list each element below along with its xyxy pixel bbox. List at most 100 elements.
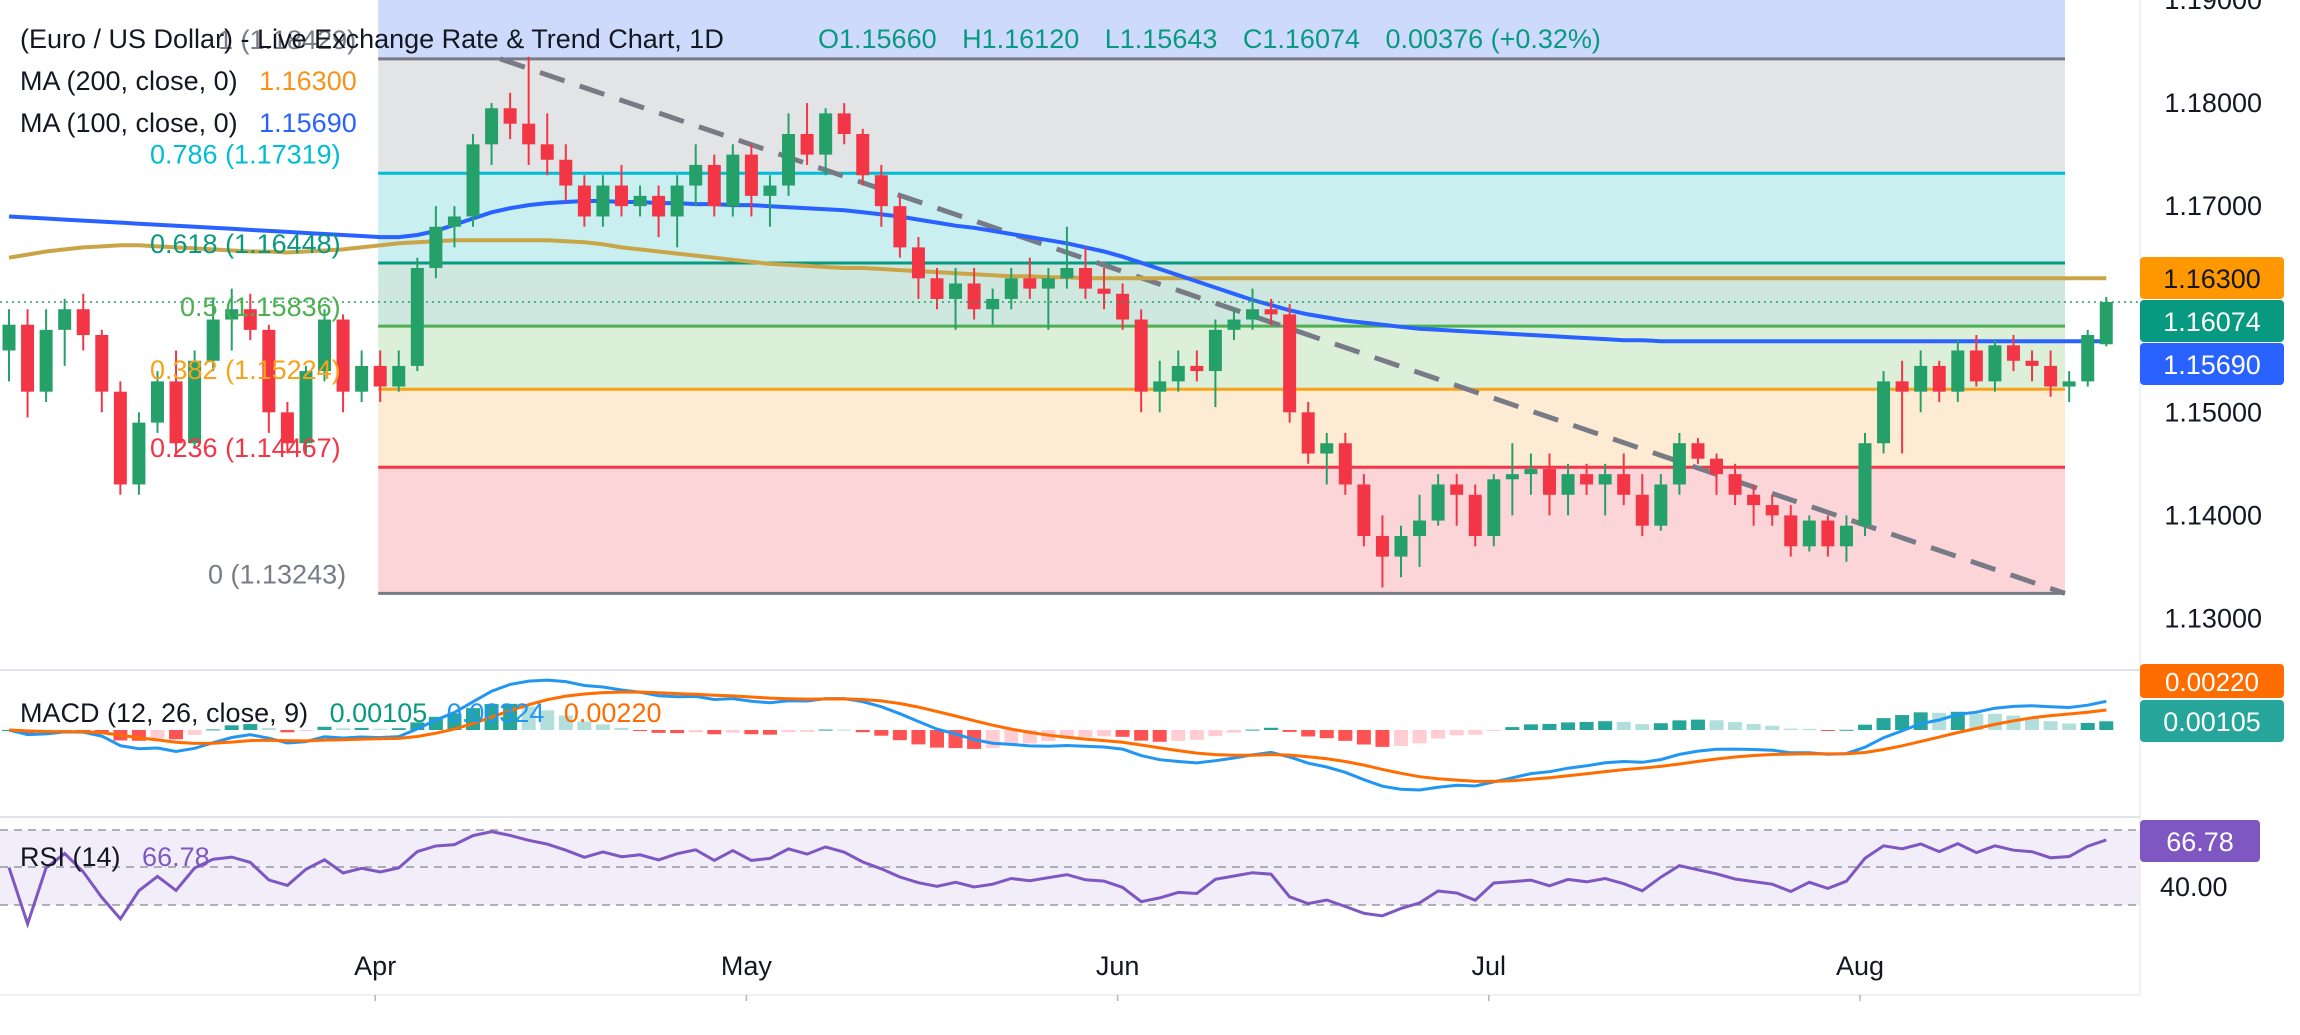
candle-94 (1747, 484, 1761, 526)
candle-53 (986, 288, 1000, 325)
ma200-value: 1.16300 (259, 66, 357, 96)
price-axis[interactable]: 1.19000 1.18000 1.17000 1.15000 1.14000 1.130… (2164, 0, 2262, 633)
candle-body (819, 113, 833, 155)
candle-body (262, 329, 276, 413)
candle-body (633, 195, 647, 207)
candle-body (1097, 288, 1111, 294)
candle-body (1208, 329, 1222, 372)
macd-hist-bar (354, 727, 369, 730)
candle-body (1468, 494, 1482, 536)
macd-hist-bar (892, 730, 907, 741)
fib-label-1: 1 (1.18429) (218, 25, 356, 55)
candle-12 (225, 288, 239, 351)
macd-hist-bar (614, 727, 629, 730)
candle-23 (429, 206, 443, 279)
macd-hist-bar (1356, 730, 1371, 745)
candle-body (856, 134, 870, 176)
candle-body (1895, 381, 1909, 392)
candle-101 (1877, 371, 1891, 454)
candle-body (1413, 520, 1427, 536)
candle-body (318, 319, 332, 372)
candle-89 (1654, 474, 1668, 531)
candle-body (1932, 365, 1946, 392)
candle-body (670, 185, 684, 217)
candle-body (1227, 319, 1241, 330)
macd-hist-bar (1987, 713, 2002, 730)
candle-24 (447, 206, 461, 248)
candle-body (150, 381, 164, 423)
candle-body (1320, 443, 1334, 454)
candle-69 (1283, 304, 1297, 423)
macd-hist-bar (169, 730, 184, 740)
macd-hist-bar (651, 730, 666, 733)
macd-hist-bar (298, 730, 313, 731)
candle-body (1969, 350, 1983, 382)
macd-hist-bar (1449, 730, 1464, 736)
macd-hist-bar (373, 728, 388, 730)
candle-body (949, 283, 963, 299)
macd-hist-bar (1561, 722, 1576, 730)
candle-body (485, 108, 499, 145)
time-axis[interactable]: Apr May Jun Jul Aug (354, 951, 1884, 1001)
candle-13 (243, 293, 257, 341)
macd-hist-bar (1969, 713, 1984, 730)
interval: 1D (689, 24, 724, 54)
candle-47 (874, 164, 888, 227)
fib-band-1-to-0786 (378, 58, 2066, 174)
macd-hist-bar (1189, 730, 1204, 740)
candle-70 (1301, 402, 1315, 464)
macd-hist-bar (633, 730, 648, 731)
macd-hist-bar (206, 729, 221, 731)
candle-111 (2062, 371, 2076, 402)
macd-hist-bar (874, 730, 889, 736)
candlesticks (2, 56, 2113, 588)
candle-66 (1227, 309, 1241, 341)
macd-hist-bar (187, 730, 202, 735)
macd-histogram (2, 703, 2114, 749)
candle-32 (596, 175, 610, 227)
change-value: 0.00376 (+0.32%) (1386, 24, 1601, 54)
candle-body (2025, 360, 2039, 366)
candle-41 (763, 175, 777, 227)
candle-45 (837, 103, 851, 145)
candle-109 (2025, 350, 2039, 382)
macd-hist-bar (1152, 730, 1167, 742)
macd-hist-bar (1672, 720, 1687, 730)
candle-99 (1839, 515, 1853, 562)
macd-hist-bar (1858, 724, 1872, 730)
candle-body (113, 391, 127, 485)
candle-body (299, 371, 313, 444)
candle-103 (1914, 350, 1928, 413)
macd-hist-bar (1820, 730, 1835, 731)
candle-body (614, 185, 628, 207)
high-value: H1.16120 (962, 24, 1079, 54)
candle-90 (1672, 432, 1686, 495)
candle-body (1431, 484, 1445, 521)
candle-55 (1023, 257, 1037, 299)
candle-body (726, 154, 740, 207)
candle-8 (150, 371, 164, 433)
macd-hist-bar (521, 706, 536, 730)
candle-body (2, 324, 16, 351)
candle-14 (262, 324, 276, 433)
candle-102 (1895, 360, 1909, 454)
macd-hist-bar (1542, 723, 1557, 730)
fib-label-05: 0.5 (1.15836) (180, 292, 341, 322)
candle-body (577, 185, 591, 217)
candle-body (1784, 515, 1798, 547)
candle-body (782, 134, 796, 186)
macd-hist-bar (1115, 730, 1130, 737)
candle-body (596, 185, 610, 217)
macd-hist-bar (2062, 723, 2077, 730)
candle-74 (1375, 515, 1389, 588)
macd-hist-bar (1097, 730, 1112, 737)
candle-17 (318, 309, 332, 382)
macd-hist-bar (1765, 725, 1780, 730)
candle-body (447, 216, 461, 227)
candle-body (1116, 293, 1130, 320)
candle-31 (577, 175, 591, 227)
candle-76 (1413, 494, 1427, 567)
candle-11 (206, 298, 220, 372)
candle-73 (1357, 474, 1371, 547)
